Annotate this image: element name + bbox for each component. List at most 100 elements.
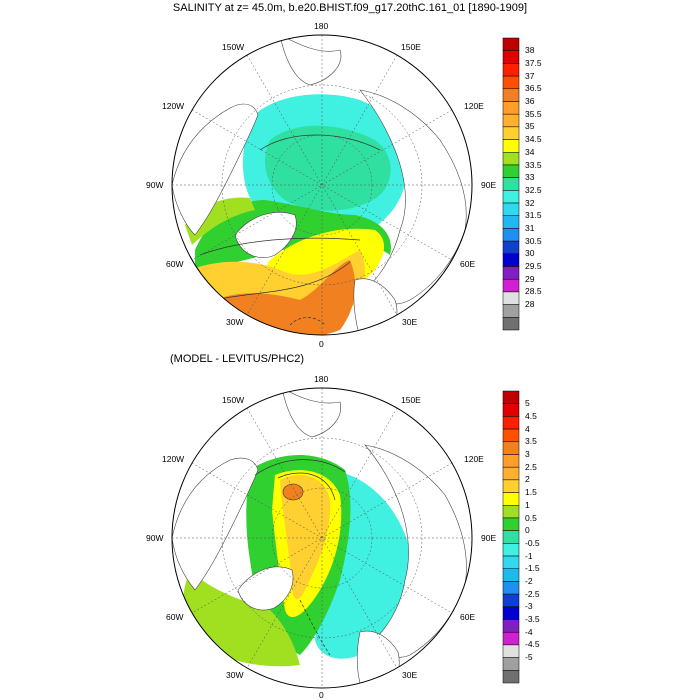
colorbar-bottom-label: -2.5 [525,588,540,599]
salinity-field-33 [265,125,391,211]
colorbar-top-swatch [502,164,520,178]
lon-label-120e-b: 120E [464,454,484,464]
lon-label-60e-b: 60E [460,612,476,622]
colorbar-top-swatch [502,152,520,166]
colorbar-bottom-swatch [502,530,520,544]
colorbar-top-label: 33 [525,172,535,183]
lon-label-150w: 150W [222,42,245,52]
colorbar-bottom-swatch [502,543,520,557]
colorbar-top-label: 34.5 [525,134,542,145]
colorbar-top-label: 32.5 [525,184,542,195]
difference-title: (MODEL - LEVITUS/PHC2) [170,353,305,365]
colorbar-top [502,37,520,331]
lon-label-180: 180 [314,21,329,31]
lon-label-120e: 120E [464,101,484,111]
colorbar-top-label: 30 [525,248,535,259]
lon-label-120w: 120W [162,101,185,111]
salinity-map [171,34,473,336]
colorbar-bottom-swatch [502,416,520,430]
colorbar-bottom-label: -0.5 [525,537,540,548]
colorbar-top-label: 34 [525,146,535,157]
colorbar-top-swatch [502,101,520,115]
colorbar-bottom-label: 2.5 [525,461,537,472]
colorbar-top-label: 37 [525,70,535,81]
colorbar-bottom-swatch [502,555,520,569]
colorbar-top-swatch [502,228,520,242]
land-greenland-b [237,566,294,611]
colorbar-top-label: 33.5 [525,159,542,170]
colorbar-top-swatch [502,278,520,293]
colorbar-top-label: 35 [525,121,535,132]
lon-label-30e: 30E [402,317,418,327]
lon-label-90w-b: 90W [146,533,164,543]
colorbar-bottom-label: -4 [525,626,533,637]
colorbar-top-label: 29 [525,273,535,284]
plot-title: SALINITY at z= 45.0m, b.e20.BHIST.f09_g1… [172,2,528,14]
colorbar-top-swatch [502,317,520,331]
colorbar-bottom-label: 3.5 [525,436,537,447]
colorbar-bottom-swatch [502,670,520,684]
colorbar-bottom-label: -2 [525,575,533,586]
lon-label-150e: 150E [401,42,421,52]
lon-label-30w: 30W [226,317,244,327]
lon-label-60e: 60E [460,259,476,269]
colorbar-bottom-label: 0 [525,525,530,536]
colorbar-bottom-label: -3.5 [525,614,540,624]
lon-label-30w-b: 30W [226,670,244,680]
land-bering [279,35,342,86]
colorbar-bottom-swatch [502,454,520,468]
colorbar-bottom-swatch [502,581,520,595]
colorbar-bottom-swatch [502,568,520,582]
colorbar-bottom [502,390,520,684]
colorbar-bottom-swatch [502,517,520,531]
colorbar-bottom-swatch [502,390,520,404]
colorbar-top-swatch [502,215,520,229]
lon-label-90w: 90W [146,180,164,190]
colorbar-bottom-swatch [502,593,520,608]
colorbar-top-swatch [502,88,520,102]
land-north-america-b [172,457,259,591]
colorbar-top-swatch [502,63,520,77]
colorbar-top-swatch [502,304,520,318]
lon-label-0: 0 [319,339,324,349]
colorbar-top-swatch [502,266,520,280]
colorbar-bottom-swatch [502,479,520,493]
colorbar-bottom-swatch [502,492,520,506]
colorbar-bottom-label: 0.5 [525,512,537,523]
land-greenland [234,212,297,258]
land-north-america [172,103,259,236]
colorbar-top-swatch [502,240,520,255]
colorbar-bottom-swatch [502,505,520,519]
colorbar-bottom-label: -1 [525,550,533,561]
lon-label-150w-b: 150W [222,395,245,405]
colorbar-bottom-label: 5 [525,398,530,409]
colorbar-top-label: 29.5 [525,261,542,271]
colorbar-top-label: 30.5 [525,235,542,246]
colorbar-top-swatch [502,113,520,128]
colorbar-bottom-label: -3 [525,601,533,612]
diff-field-orange-light [280,475,331,600]
colorbar-top-swatch [502,291,520,305]
colorbar-top-swatch [502,177,520,191]
colorbar-bottom-swatch [502,606,520,620]
colorbar-top-label: 28.5 [525,286,542,297]
colorbar-bottom-label: 4 [525,423,530,434]
colorbar-top-label: 36.5 [525,83,542,94]
colorbar-top-swatch [502,253,520,267]
colorbar-top-swatch [502,50,520,64]
colorbar-top-label: 32 [525,197,535,208]
colorbar-top-swatch [502,37,520,51]
salinity-difference-map [171,387,473,689]
colorbar-bottom-label: 1 [525,499,530,510]
lon-label-120w-b: 120W [162,454,185,464]
colorbar-top-swatch [502,190,520,204]
colorbar-top-swatch [502,126,520,140]
lon-label-180-b: 180 [314,374,329,384]
colorbar-bottom-label: -1.5 [525,563,540,574]
lon-label-90e: 90E [481,180,497,190]
colorbar-bottom-swatch [502,644,520,658]
colorbar-bottom-label: 4.5 [525,410,537,421]
colorbar-bottom-swatch [502,466,520,481]
colorbar-bottom-swatch [502,441,520,455]
